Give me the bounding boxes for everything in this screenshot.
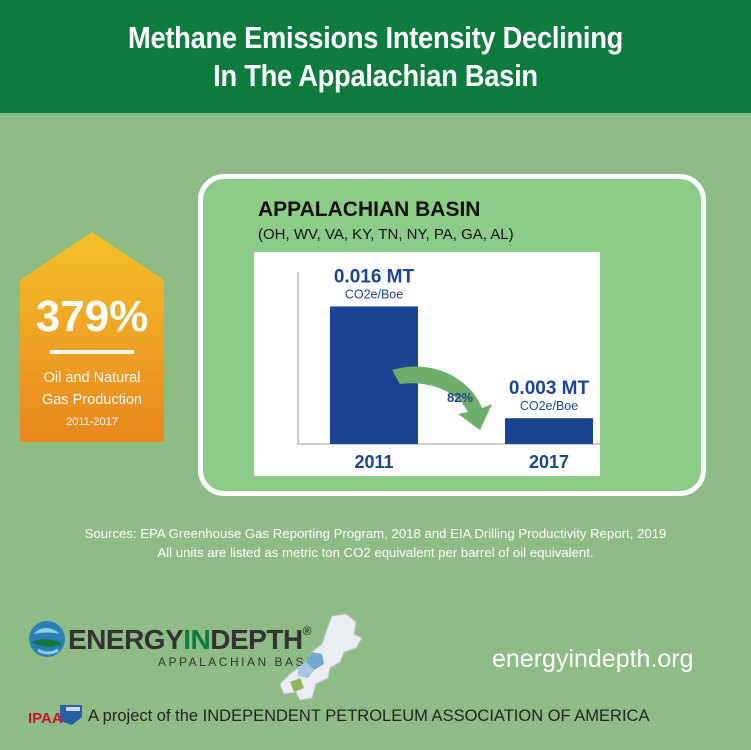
logo-wordmark: ENERGYINDEPTH® [68,624,312,655]
value-label-2017: 0.003 MT [509,378,590,399]
energy-in-depth-globe-icon [29,621,65,657]
bar-2017 [505,418,593,444]
project-note: A project of the INDEPENDENT PETROLEUM A… [88,707,650,725]
divider [50,350,134,354]
ipaa-text: IPAA [28,710,63,727]
ipaa-logo-icon: IPAA [28,705,82,727]
website-link[interactable]: energyindepth.org [492,645,694,673]
value-label-2011: 0.016 MT [334,266,415,287]
tick-label-2017: 2017 [529,452,569,472]
header-banner: Methane Emissions Intensity Declining In… [0,0,751,113]
decline-arrow [392,366,492,430]
tick-label-2011: 2011 [354,452,393,472]
production-label-2: Gas Production [42,392,142,408]
units-note: All units are listed as metric ton CO2 e… [157,545,594,560]
basin-title: APPALACHIAN BASIN [258,198,481,221]
production-label-1: Oil and Natural [43,370,141,386]
title-line-1: Methane Emissions Intensity Declining [127,19,624,55]
production-years: 2011-2017 [66,416,118,428]
logo-subtitle: APPALACHIAN BASIN [158,655,323,669]
production-percent: 379% [35,292,149,341]
unit-label-2011: CO2e/Boe [345,287,403,301]
title-line-2: In The Appalachian Basin [213,57,538,93]
emissions-bar-chart: 0.016 MT CO2e/Boe 0.003 MT CO2e/Boe 82% … [297,266,600,472]
unit-label-2017: CO2e/Boe [520,399,578,413]
region-map-icon [279,613,363,701]
basin-states: (OH, WV, VA, KY, TN, NY, PA, GA, AL) [258,226,514,243]
sources-note: Sources: EPA Greenhouse Gas Reporting Pr… [84,526,667,541]
production-house-badge [20,232,164,442]
change-label: 82% [447,390,473,405]
